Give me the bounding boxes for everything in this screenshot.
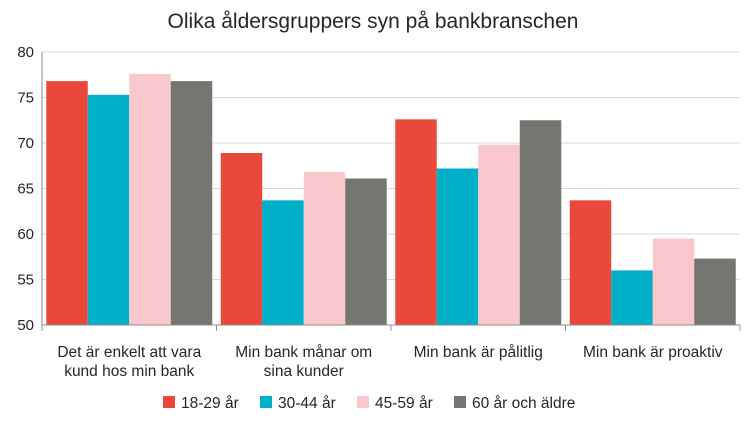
x-category-label-line: sina kunder [264,363,344,380]
x-axis-labels: Det är enkelt att vara kund hos min bank M… [57,344,722,380]
bar-30-44-år [262,200,304,325]
bar-18-29-år [46,81,88,326]
x-category-label: Min bank månar om sina kunder [235,344,372,380]
bar-60-år-och-äldre [345,178,387,325]
legend-swatch [163,396,175,408]
bar-45-59-år [478,144,520,325]
bars [46,73,736,326]
legend-swatch [260,396,272,408]
chart-title: Olika åldersgruppers syn på bankbransche… [168,10,579,33]
x-category-label: Det är enkelt att vara kund hos min bank [57,344,201,380]
bar-18-29-år [395,119,437,325]
bar-30-44-år [436,168,479,325]
axes [41,52,741,331]
y-tick-label: 80 [17,44,34,61]
bar-18-29-år [569,200,612,325]
bar-60-år-och-äldre [519,120,562,325]
bar-60-år-och-äldre [170,81,213,326]
y-tick-label: 75 [17,90,34,107]
y-tick-label: 60 [17,226,34,243]
x-category-label-line: Min bank månar om [235,344,372,361]
x-category-label-line: Min bank är proaktiv [583,344,723,361]
bar-45-59-år [652,238,695,325]
bar-45-59-år [129,73,171,325]
legend-label: 60 år och äldre [472,395,575,412]
bar-45-59-år [303,172,346,325]
bar-18-29-år [220,153,263,325]
legend-label: 18-29 år [181,395,239,412]
bar-60-år-och-äldre [694,258,736,325]
x-category-label: Min bank är proaktiv [583,344,723,361]
y-tick-label: 50 [17,317,34,334]
bar-30-44-år [611,270,653,325]
y-axis-ticks: 50 55 60 65 70 75 80 [17,44,34,334]
legend-label: 30-44 år [278,395,336,412]
legend-label: 45-59 år [375,395,433,412]
x-category-label-line: kund hos min bank [64,363,194,380]
y-tick-label: 70 [17,135,34,152]
y-tick-label: 55 [17,272,34,289]
legend: 18-29 år 30-44 år 45-59 år 60 år och äldre [163,395,575,412]
bar-30-44-år [87,94,130,326]
x-category-label-line: Min bank är pålitlig [414,344,543,361]
x-category-label: Min bank är pålitlig [414,344,543,361]
legend-swatch [357,396,369,408]
legend-swatch [454,396,466,408]
x-category-label-line: Det är enkelt att vara [57,344,201,361]
y-tick-label: 65 [17,181,34,198]
